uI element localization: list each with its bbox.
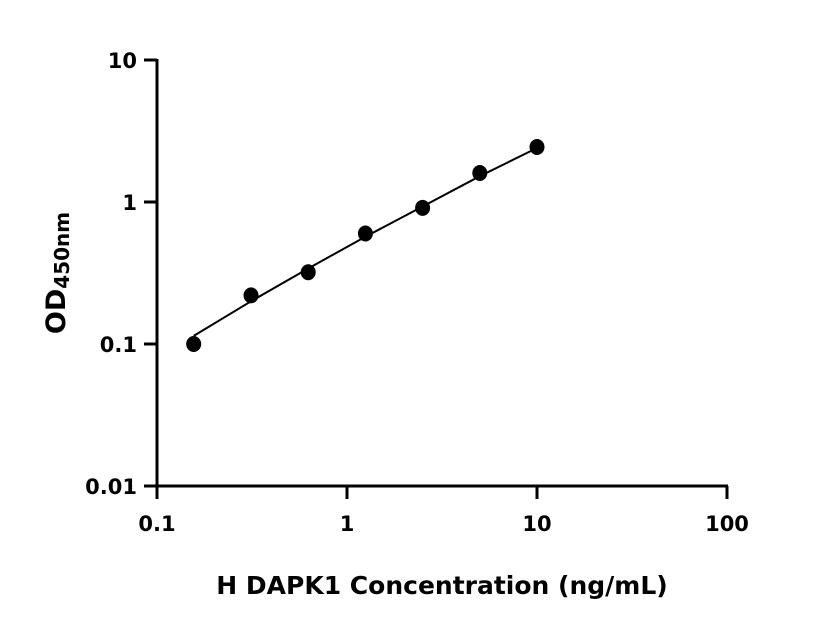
y-tick-label: 1 [122, 191, 137, 215]
x-tick-label: 1 [340, 512, 355, 536]
y-tick-label: 0.01 [85, 475, 137, 499]
x-axis-label: H DAPK1 Concentration (ng/mL) [216, 571, 667, 600]
y-tick-label: 0.1 [100, 333, 137, 357]
x-tick-label: 100 [705, 512, 749, 536]
x-tick-label: 10 [522, 512, 551, 536]
y-tick-label: 10 [108, 49, 137, 73]
data-points [186, 138, 545, 352]
data-point [243, 287, 259, 304]
y-axis-label: OD450nm [41, 212, 74, 334]
data-point [357, 225, 373, 242]
x-tick-label: 0.1 [138, 512, 175, 536]
data-point [186, 336, 202, 352]
data-point [415, 199, 431, 216]
data-point [529, 138, 545, 155]
data-point [300, 264, 316, 281]
data-point [472, 165, 488, 182]
y-axis-label-subscript: 450nm [50, 212, 74, 289]
y-axis-label-main: OD [41, 289, 72, 334]
